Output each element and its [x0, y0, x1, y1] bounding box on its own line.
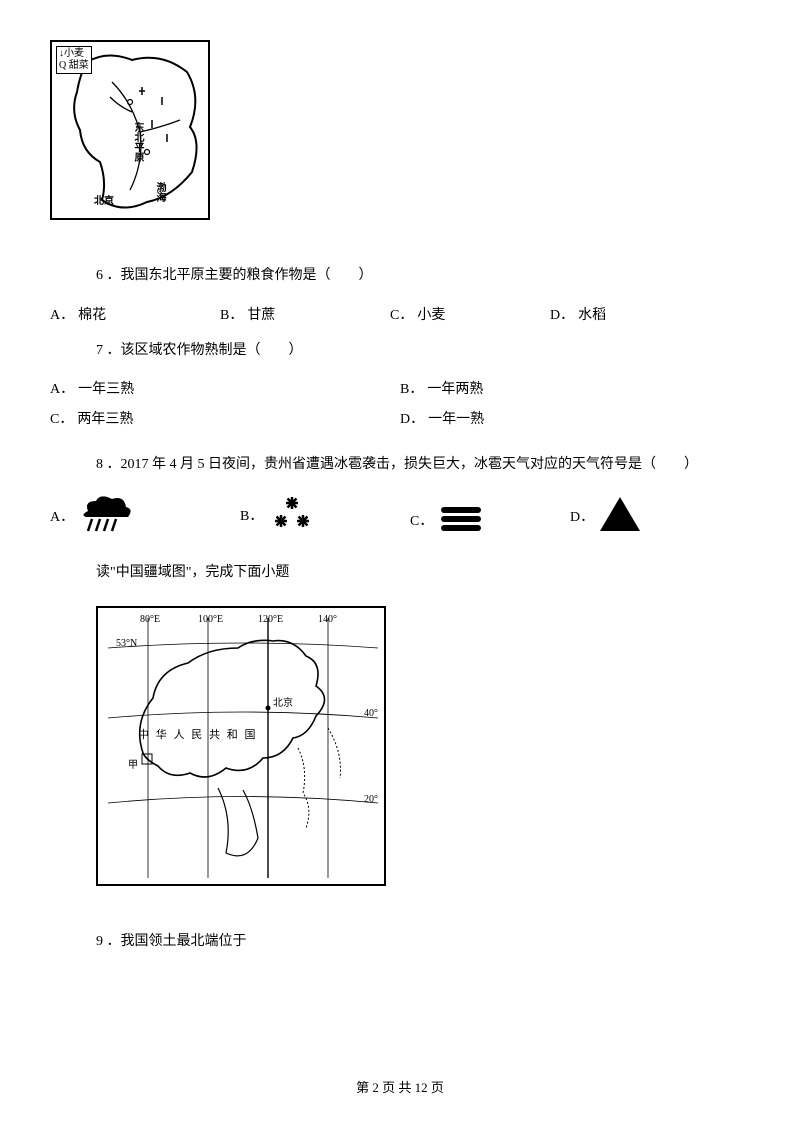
- q7-option-b[interactable]: B． 一年两熟: [400, 378, 750, 398]
- lat-20: 20°: [364, 794, 378, 805]
- q6-b-text: 甘蔗: [247, 304, 275, 324]
- lon-100: 100°E: [198, 614, 223, 625]
- option-label-b: B．: [220, 304, 243, 324]
- q7-option-c[interactable]: C． 两年三熟: [50, 408, 400, 428]
- rain-icon: [78, 495, 134, 538]
- lat-53: 53°N: [116, 638, 137, 649]
- option-label-c: C．: [50, 408, 73, 428]
- option-label-c: C．: [410, 510, 433, 530]
- lon-120: 120°E: [258, 614, 283, 625]
- map-northeast-china: ↓小麦 Q 甜菜 东北平原 北京 渤海: [50, 40, 210, 220]
- option-label-d: D．: [400, 408, 424, 428]
- q6-d-text: 水稻: [578, 304, 606, 324]
- footer-total: 12: [415, 1080, 428, 1095]
- label-bohai: 渤海: [152, 182, 167, 202]
- question-8: 8 ．2017 年 4 月 5 日夜间，贵州省遭遇冰雹袭击，损失巨大，冰雹天气对…: [96, 452, 750, 479]
- q8-option-a[interactable]: A．: [50, 495, 240, 538]
- q7-options: A． 一年三熟 B． 一年两熟 C． 两年三熟 D． 一年一熟: [50, 378, 750, 438]
- lon-80: 80°E: [140, 614, 160, 625]
- label-beijing2: 北京: [273, 694, 293, 709]
- q6-a-text: 棉花: [78, 304, 106, 324]
- option-label-a: A．: [50, 378, 74, 398]
- option-label-d: D．: [550, 304, 574, 324]
- q6-options: A． 棉花 B． 甘蔗 C． 小麦 D． 水稻: [50, 304, 750, 324]
- map-china-territory: 80°E 100°E 120°E 140° 53°N 40° 20° 中 华 人…: [96, 606, 386, 886]
- option-label-b: B．: [240, 505, 263, 525]
- map2-intro: 读"中国疆域图"，完成下面小题: [96, 560, 750, 587]
- legend-beet: Q 甜菜: [59, 60, 89, 72]
- footer-mid: 页 共: [379, 1080, 415, 1095]
- q8-option-c[interactable]: C．: [410, 503, 570, 538]
- q6-option-b[interactable]: B． 甘蔗: [220, 304, 390, 324]
- q6-option-c[interactable]: C． 小麦: [390, 304, 550, 324]
- option-label-c: C．: [390, 304, 413, 324]
- label-china: 中 华 人 民 共 和 国: [138, 726, 258, 742]
- option-label-b: B．: [400, 378, 423, 398]
- q6-c-text: 小麦: [417, 304, 445, 324]
- question-6: 6 ．我国东北平原主要的粮食作物是（ ）: [96, 263, 750, 290]
- q7-b-text: 一年两熟: [427, 378, 483, 398]
- footer-prefix: 第: [356, 1080, 372, 1095]
- q6-option-d[interactable]: D． 水稻: [550, 304, 690, 324]
- lon-140: 140°: [318, 614, 337, 625]
- hail-triangle-icon: [598, 495, 642, 538]
- snow-icon: [267, 493, 317, 538]
- option-label-d: D．: [570, 506, 594, 526]
- map1-legend: ↓小麦 Q 甜菜: [56, 46, 92, 74]
- legend-wheat: ↓小麦: [59, 48, 89, 60]
- q7-a-text: 一年三熟: [78, 378, 134, 398]
- q7-c-text: 两年三熟: [77, 408, 133, 428]
- option-label-a: A．: [50, 304, 74, 324]
- option-label-a: A．: [50, 506, 74, 526]
- label-beijing: 北京: [94, 192, 114, 207]
- q8-option-b[interactable]: B．: [240, 493, 410, 538]
- q7-option-a[interactable]: A． 一年三熟: [50, 378, 400, 398]
- q8-option-d[interactable]: D．: [570, 495, 710, 538]
- q7-option-d[interactable]: D． 一年一熟: [400, 408, 750, 428]
- question-9: 9 ．我国领土最北端位于: [96, 929, 750, 956]
- q6-option-a[interactable]: A． 棉花: [50, 304, 220, 324]
- q7-d-text: 一年一熟: [428, 408, 484, 428]
- question-7: 7 ．该区域农作物熟制是（ ）: [96, 338, 750, 365]
- q8-options: A． B．: [50, 493, 750, 538]
- page-footer: 第 2 页 共 12 页: [50, 1077, 750, 1096]
- label-northeast-plain: 东北平原: [130, 122, 145, 162]
- lat-40: 40°: [364, 708, 378, 719]
- label-jia: 甲: [128, 756, 138, 771]
- footer-suffix: 页: [428, 1080, 444, 1095]
- fog-icon: [437, 503, 485, 538]
